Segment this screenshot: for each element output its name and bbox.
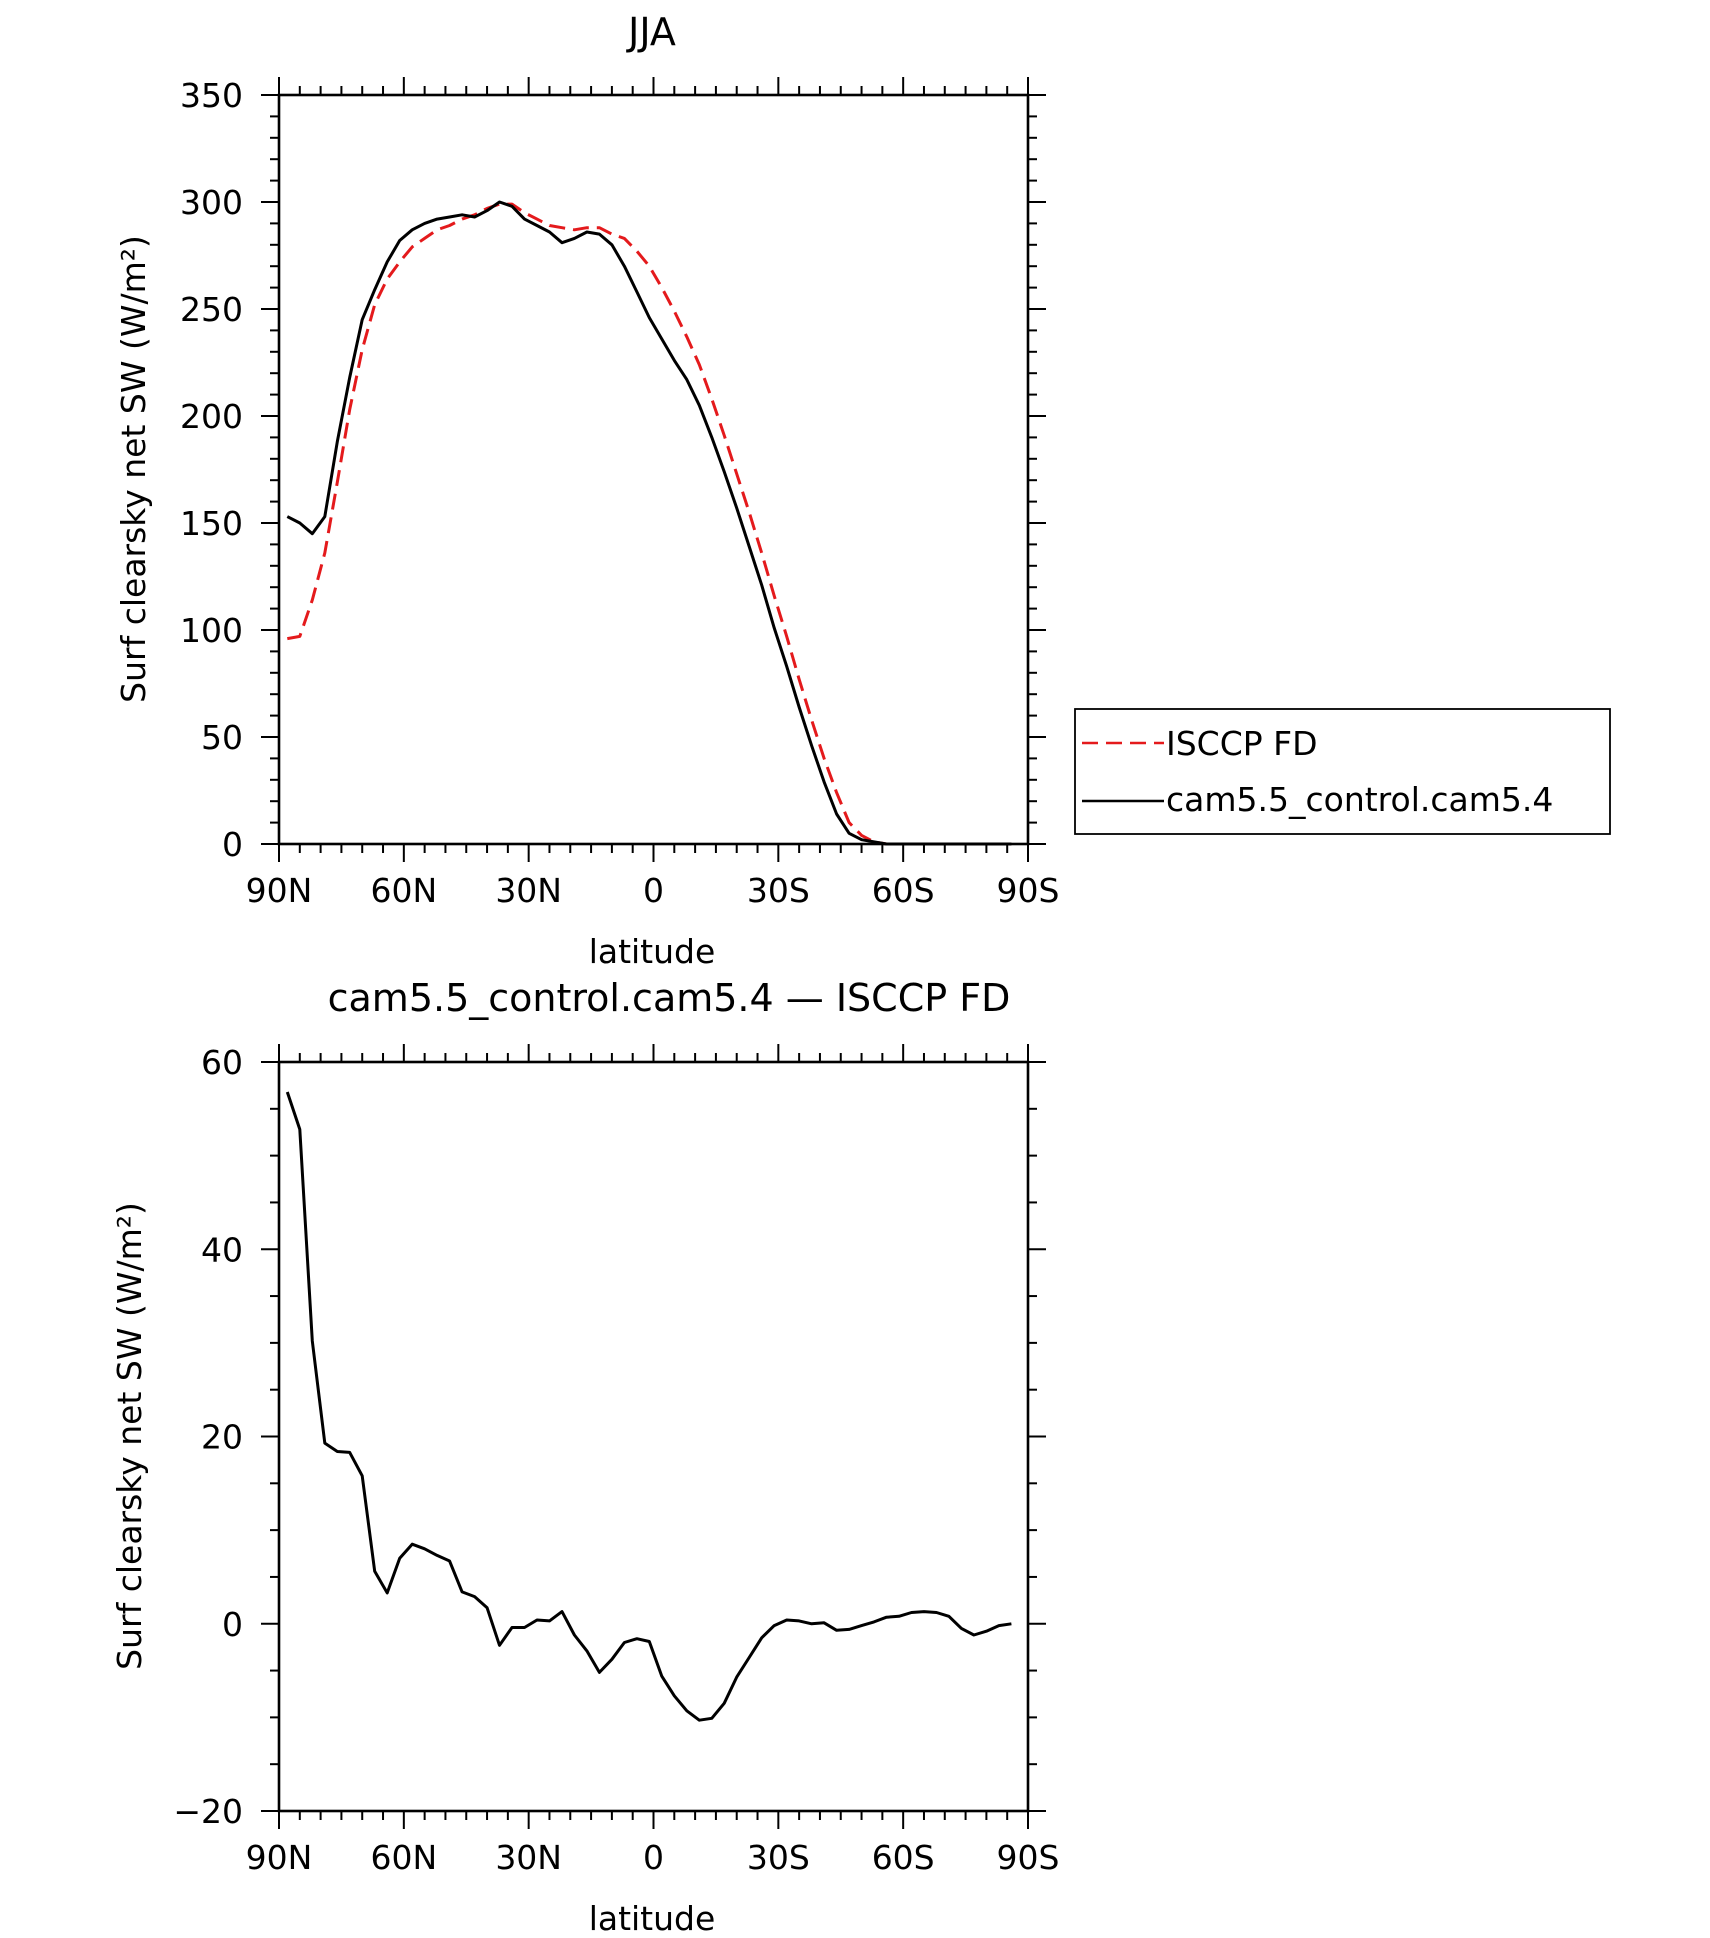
y-tick-label: 150 bbox=[180, 504, 243, 543]
legend: ISCCP FD cam5.5_control.cam5.4 bbox=[1074, 708, 1611, 835]
series-line-top-1 bbox=[286, 200, 1012, 846]
y-tick-label: 200 bbox=[180, 397, 243, 436]
legend-label-cam: cam5.5_control.cam5.4 bbox=[1166, 780, 1553, 819]
chart-title-top: JJA bbox=[626, 10, 676, 54]
series-line-top-0 bbox=[287, 202, 1012, 846]
y-tick-labels-top: 0 50 100 150 200 250 300 350 bbox=[180, 76, 243, 864]
y-axis-label-bottom: Surf clearsky net SW (W/m²) bbox=[110, 1202, 149, 1670]
series-line-bottom-0 bbox=[285, 1091, 1012, 1722]
y-axis-label-top: Surf clearsky net SW (W/m²) bbox=[114, 235, 153, 703]
x-tick-label: 30N bbox=[495, 871, 562, 910]
y-tick-labels-bottom: −20 0 20 40 60 bbox=[173, 1043, 243, 1831]
tick-marks-top bbox=[261, 77, 1046, 862]
x-axis-label-bottom: latitude bbox=[589, 1899, 716, 1933]
x-tick-labels-top: 90N 60N 30N 0 30S 60S 90S bbox=[246, 871, 1060, 910]
series-bottom bbox=[285, 1091, 1012, 1722]
y-tick-label: 20 bbox=[201, 1418, 243, 1457]
plot-frame-top bbox=[277, 93, 1030, 846]
legend-box bbox=[1074, 708, 1611, 835]
y-tick-label: 0 bbox=[222, 825, 243, 864]
x-tick-label: 90S bbox=[997, 871, 1060, 910]
x-tick-label: 90S bbox=[997, 1838, 1060, 1877]
x-tick-labels-bottom: 90N 60N 30N 0 30S 60S 90S bbox=[246, 1838, 1060, 1877]
x-axis-label-top: latitude bbox=[589, 932, 716, 971]
series-top bbox=[286, 200, 1012, 846]
y-tick-label: 350 bbox=[180, 76, 243, 115]
legend-label-isccp: ISCCP FD bbox=[1166, 724, 1318, 763]
y-tick-label: 60 bbox=[201, 1043, 243, 1082]
x-tick-label: 0 bbox=[643, 1838, 664, 1877]
chart-title-bottom: cam5.5_control.cam5.4 — ISCCP FD bbox=[328, 976, 1011, 1020]
chart-panel-top: JJA 90N 60N 30N 0 30S 60S 90S 0 50 100 150 200 250 3… bbox=[114, 10, 1611, 971]
y-tick-label: −20 bbox=[173, 1792, 243, 1831]
x-tick-label: 90N bbox=[246, 1838, 313, 1877]
x-tick-label: 60N bbox=[370, 1838, 437, 1877]
y-tick-label: 100 bbox=[180, 611, 243, 650]
chart-panel-bottom: cam5.5_control.cam5.4 — ISCCP FD 90N 60N 3… bbox=[110, 976, 1060, 1938]
x-tick-label: 90N bbox=[246, 871, 313, 910]
x-tick-label: 30N bbox=[495, 1838, 562, 1877]
x-tick-label: 60N bbox=[370, 871, 437, 910]
x-tick-label: 30S bbox=[747, 871, 810, 910]
y-tick-label: 50 bbox=[201, 718, 243, 757]
tick-marks-bottom bbox=[261, 1044, 1046, 1829]
plot-frame-bottom bbox=[277, 1060, 1030, 1813]
x-tick-label: 60S bbox=[872, 1838, 935, 1877]
y-tick-label: 250 bbox=[180, 290, 243, 329]
x-tick-label: 30S bbox=[747, 1838, 810, 1877]
y-tick-label: 40 bbox=[201, 1230, 243, 1269]
y-tick-label: 0 bbox=[222, 1605, 243, 1644]
x-tick-label: 0 bbox=[643, 871, 664, 910]
y-tick-label: 300 bbox=[180, 183, 243, 222]
x-tick-label: 60S bbox=[872, 871, 935, 910]
